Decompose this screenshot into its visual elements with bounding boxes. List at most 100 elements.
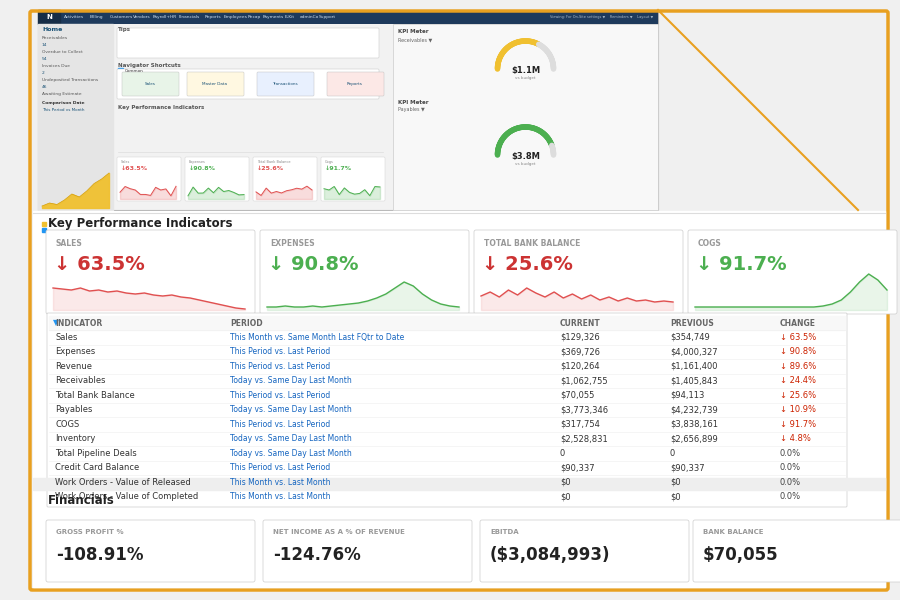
FancyBboxPatch shape [185, 157, 249, 201]
Text: Receivables ▼: Receivables ▼ [398, 37, 432, 42]
Text: Expenses: Expenses [55, 347, 95, 356]
Text: Invoices Due: Invoices Due [42, 64, 70, 68]
Text: ↓ 90.8%: ↓ 90.8% [780, 347, 816, 356]
Text: EXPENSES: EXPENSES [270, 239, 315, 248]
FancyBboxPatch shape [46, 520, 255, 582]
Text: Recap: Recap [248, 15, 261, 19]
FancyBboxPatch shape [46, 230, 255, 314]
FancyBboxPatch shape [327, 72, 384, 96]
Text: ↓ 10.9%: ↓ 10.9% [780, 405, 816, 414]
Text: ↓ 63.5%: ↓ 63.5% [54, 255, 145, 274]
Text: This Period vs. Last Period: This Period vs. Last Period [230, 347, 330, 356]
Text: -124.76%: -124.76% [273, 546, 361, 564]
Text: E-Kit: E-Kit [284, 15, 294, 19]
Text: This Month vs. Last Month: This Month vs. Last Month [230, 478, 330, 487]
FancyBboxPatch shape [117, 28, 379, 58]
Text: Support: Support [319, 15, 336, 19]
Text: Comparison Date: Comparison Date [42, 101, 85, 105]
FancyBboxPatch shape [480, 520, 689, 582]
Text: Payables ▼: Payables ▼ [398, 107, 425, 112]
Text: Vendors: Vendors [133, 15, 151, 19]
Text: ↓ 24.4%: ↓ 24.4% [780, 376, 816, 385]
Bar [33, 478, 885, 490]
Text: Expenses: Expenses [189, 160, 206, 164]
Text: Tips: Tips [118, 27, 131, 32]
Text: Today vs. Same Day Last Month: Today vs. Same Day Last Month [230, 405, 352, 414]
Text: CURRENT: CURRENT [560, 319, 601, 328]
Text: -108.91%: -108.91% [56, 546, 143, 564]
Text: PERIOD: PERIOD [230, 319, 263, 328]
Bar [42, 222, 46, 226]
Text: This Period vs. Last Period: This Period vs. Last Period [230, 362, 330, 371]
FancyBboxPatch shape [187, 72, 244, 96]
FancyBboxPatch shape [260, 230, 469, 314]
Text: 46: 46 [42, 85, 48, 89]
Text: Key Performance Indicators: Key Performance Indicators [48, 217, 232, 230]
Text: Home: Home [42, 27, 62, 32]
Text: COGS: COGS [55, 420, 79, 429]
Bar [118, 68, 123, 73]
Text: This Month vs. Same Month Last FQtr to Date: This Month vs. Same Month Last FQtr to D… [230, 333, 404, 342]
Text: KPI Meter: KPI Meter [398, 100, 428, 105]
Text: ↓ 91.7%: ↓ 91.7% [696, 255, 787, 274]
Text: vs budget: vs budget [515, 76, 536, 80]
Text: BANK BALANCE: BANK BALANCE [703, 529, 763, 535]
Text: ($3,084,993): ($3,084,993) [490, 546, 610, 564]
Text: $1,161,400: $1,161,400 [670, 362, 717, 371]
FancyBboxPatch shape [38, 10, 658, 24]
Text: 54: 54 [42, 57, 48, 61]
Text: Cogs: Cogs [325, 160, 334, 164]
Text: $1.1M: $1.1M [511, 67, 540, 76]
FancyBboxPatch shape [117, 157, 181, 201]
FancyBboxPatch shape [321, 157, 385, 201]
Text: $90,337: $90,337 [670, 463, 705, 472]
Text: $317,754: $317,754 [560, 420, 600, 429]
Text: This Period vs Month: This Period vs Month [42, 108, 85, 112]
FancyBboxPatch shape [257, 72, 314, 96]
FancyBboxPatch shape [693, 520, 900, 582]
Text: Overdue to Collect: Overdue to Collect [42, 50, 83, 54]
Text: 0: 0 [670, 449, 675, 458]
Text: INDICATOR: INDICATOR [55, 319, 103, 328]
Text: 14: 14 [42, 43, 48, 47]
FancyBboxPatch shape [688, 230, 897, 314]
FancyBboxPatch shape [122, 72, 179, 96]
Text: Navigator Shortcuts: Navigator Shortcuts [118, 63, 181, 68]
Text: Total Pipeline Deals: Total Pipeline Deals [55, 449, 137, 458]
Text: Key Performance Indicators: Key Performance Indicators [118, 105, 204, 110]
FancyBboxPatch shape [474, 230, 683, 314]
Bar [38, 10, 60, 24]
Text: $0: $0 [560, 478, 571, 487]
Text: GROSS PROFIT %: GROSS PROFIT % [56, 529, 123, 535]
Text: Reports: Reports [347, 82, 363, 86]
Text: 0.0%: 0.0% [780, 449, 801, 458]
Text: COGS: COGS [698, 239, 722, 248]
Text: This Period vs. Last Period: This Period vs. Last Period [230, 420, 330, 429]
Text: Employees: Employees [224, 15, 248, 19]
Text: $0: $0 [560, 492, 571, 501]
Text: 0.0%: 0.0% [780, 478, 801, 487]
FancyBboxPatch shape [38, 10, 658, 210]
Text: $3.8M: $3.8M [511, 152, 540, 161]
Text: Payables: Payables [55, 405, 93, 414]
Text: ↓ 25.6%: ↓ 25.6% [482, 255, 573, 274]
Text: KPI Meter: KPI Meter [398, 29, 428, 34]
Text: Work Orders - Value of Completed: Work Orders - Value of Completed [55, 492, 198, 501]
Text: 0: 0 [560, 449, 565, 458]
Bar [38, 24, 113, 210]
Text: $3,773,346: $3,773,346 [560, 405, 608, 414]
Text: Total Bank Balance: Total Bank Balance [257, 160, 291, 164]
Text: ↓ 25.6%: ↓ 25.6% [780, 391, 816, 400]
Text: TOTAL BANK BALANCE: TOTAL BANK BALANCE [484, 239, 580, 248]
FancyBboxPatch shape [393, 24, 658, 210]
Text: ↓ 89.6%: ↓ 89.6% [780, 362, 816, 371]
Text: $70,055: $70,055 [560, 391, 594, 400]
Text: Payments: Payments [263, 15, 284, 19]
Text: $90,337: $90,337 [560, 463, 595, 472]
Text: ↓63.5%: ↓63.5% [121, 166, 148, 171]
Text: Receivables: Receivables [42, 36, 68, 40]
FancyBboxPatch shape [47, 313, 847, 507]
Text: ↓90.8%: ↓90.8% [189, 166, 216, 171]
Text: Sales: Sales [121, 160, 130, 164]
Text: Revenue: Revenue [55, 362, 92, 371]
